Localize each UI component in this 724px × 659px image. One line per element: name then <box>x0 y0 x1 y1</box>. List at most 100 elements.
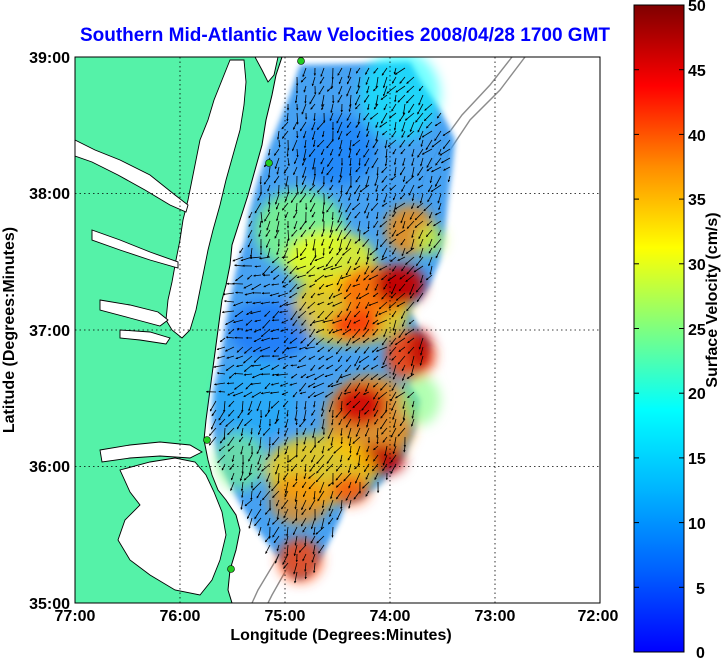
velocity-vector <box>271 481 280 492</box>
velocity-vector <box>431 166 442 173</box>
velocity-vector <box>330 436 334 446</box>
velocity-vector <box>400 238 406 246</box>
velocity-vector <box>293 562 298 575</box>
velocity-vector <box>302 526 307 533</box>
velocity-vector <box>389 346 397 355</box>
velocity-vector <box>438 148 442 155</box>
velocity-vector <box>357 454 361 466</box>
velocity-vector <box>310 292 316 299</box>
velocity-vector <box>402 382 406 390</box>
velocity-vector <box>336 274 343 286</box>
velocity-vector <box>317 436 325 443</box>
velocity-vector <box>345 238 352 251</box>
velocity-vector <box>372 382 379 388</box>
velocity-vector <box>442 130 451 137</box>
velocity-vector <box>265 229 271 237</box>
velocity-vector <box>278 139 281 148</box>
velocity-vector <box>300 517 307 527</box>
velocity-vector <box>362 481 370 489</box>
velocity-vector <box>365 490 370 497</box>
velocity-vector <box>426 121 433 129</box>
velocity-vector <box>375 193 379 202</box>
velocity-vector <box>375 184 379 193</box>
velocity-vector <box>282 247 289 259</box>
velocity-vector <box>287 184 290 195</box>
velocity-vector <box>405 256 415 265</box>
velocity-vector <box>378 373 388 381</box>
velocity-vector <box>295 418 298 426</box>
velocity-vector <box>370 202 379 211</box>
velocity-vector <box>327 427 334 440</box>
velocity-vector <box>338 85 343 95</box>
velocity-vector <box>332 328 343 334</box>
velocity-vector <box>356 418 361 428</box>
velocity-vector <box>267 202 271 213</box>
velocity-vector <box>364 265 370 275</box>
velocity-vector <box>352 400 361 409</box>
velocity-vector <box>208 427 217 436</box>
velocity-vector <box>320 157 325 165</box>
velocity-vector <box>271 283 280 286</box>
velocity-vector <box>267 400 271 413</box>
velocity-vector <box>272 526 280 538</box>
velocity-vector <box>290 193 298 204</box>
velocity-vector <box>251 373 262 379</box>
velocity-vector <box>391 76 397 84</box>
velocity-patch <box>415 225 445 255</box>
velocity-vector <box>275 202 280 210</box>
velocity-vector <box>313 112 316 122</box>
velocity-vector <box>216 371 226 375</box>
velocity-vector <box>327 517 334 525</box>
velocity-vector <box>330 490 334 500</box>
velocity-vector <box>257 472 262 480</box>
velocity-vector <box>275 409 280 422</box>
velocity-vector <box>402 373 406 381</box>
velocity-vector <box>316 121 325 130</box>
velocity-vector <box>340 184 343 194</box>
velocity-vector <box>301 499 307 511</box>
velocity-vectors <box>205 67 451 584</box>
velocity-vector <box>309 445 316 454</box>
velocity-vector <box>246 310 253 316</box>
velocity-vector <box>337 355 343 363</box>
velocity-vector <box>299 256 307 260</box>
velocity-vector <box>294 409 298 421</box>
velocity-vector <box>261 337 271 342</box>
velocity-vector <box>258 436 262 449</box>
x-tick-label: 74:00 <box>370 608 411 625</box>
velocity-vector <box>325 463 334 472</box>
velocity-vector <box>292 481 298 488</box>
velocity-vector <box>405 175 415 184</box>
velocity-vector <box>302 490 307 498</box>
x-tick-label: 73:00 <box>475 608 516 625</box>
velocity-vector <box>391 103 397 112</box>
velocity-vector <box>338 193 343 203</box>
velocity-vector <box>408 184 415 196</box>
velocity-vector <box>353 265 361 271</box>
velocity-vector <box>248 463 253 476</box>
velocity-vector <box>337 67 343 76</box>
velocity-vector <box>417 166 424 176</box>
velocity-vector <box>356 445 361 456</box>
velocity-vector <box>382 355 388 366</box>
velocity-vector <box>376 436 379 445</box>
potomac-river <box>75 139 189 213</box>
velocity-vector <box>365 175 370 188</box>
velocity-vector <box>308 481 316 490</box>
velocity-vector <box>393 220 397 228</box>
velocity-vector <box>326 166 334 176</box>
velocity-vector <box>402 103 406 115</box>
velocity-vector <box>294 571 298 584</box>
velocity-vector <box>312 544 316 555</box>
velocity-patch <box>278 538 322 582</box>
velocity-vector <box>420 139 424 147</box>
velocity-vector <box>380 418 388 430</box>
velocity-vector <box>375 76 379 89</box>
velocity-vector <box>383 283 388 290</box>
velocity-vector <box>313 373 325 381</box>
velocity-vector <box>227 391 235 396</box>
velocity-vector <box>394 94 397 103</box>
velocity-vector <box>372 463 379 472</box>
velocity-vector <box>271 256 280 264</box>
velocity-vector <box>418 85 424 92</box>
